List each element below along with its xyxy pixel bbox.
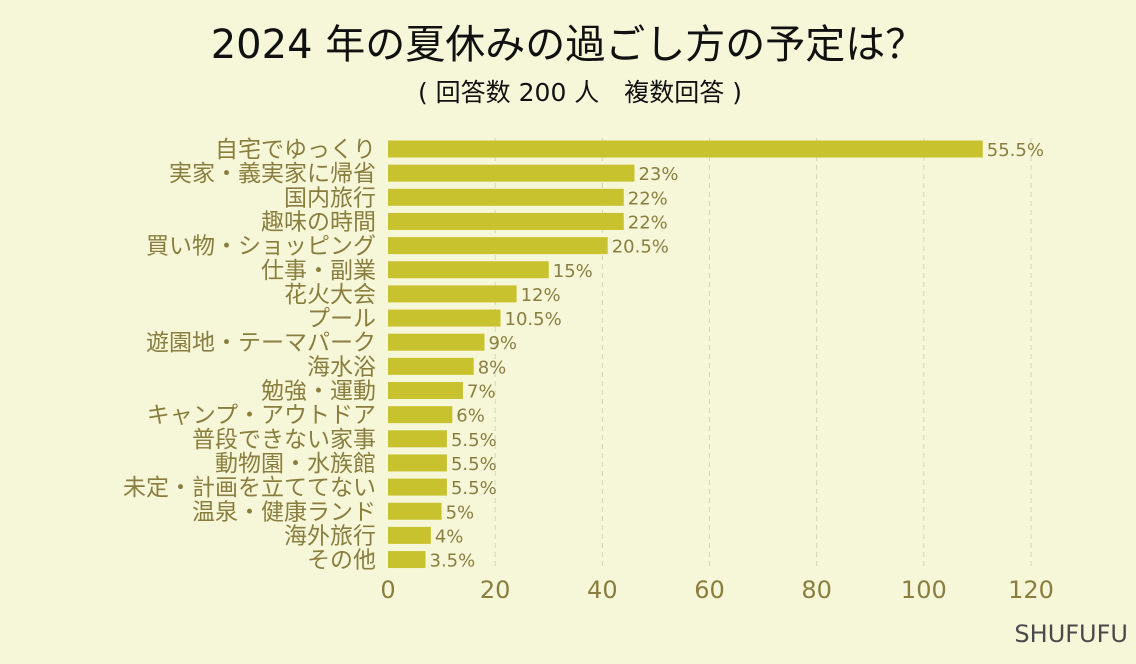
category-label: キャンプ・アウトドア	[147, 403, 376, 429]
data-label: 23%	[638, 164, 678, 185]
bar	[388, 454, 447, 472]
data-label: 4%	[435, 526, 464, 547]
x-tick-label: 60	[694, 576, 725, 604]
category-label: 海水浴	[307, 354, 376, 380]
x-axis-ticks: 0 20 40 60 80 100 120	[380, 576, 1054, 604]
category-label: 仕事・副業	[261, 258, 376, 284]
chart-subtitle: ( 回答数 200 人 複数回答 )	[418, 78, 742, 107]
x-tick-label: 0	[380, 576, 395, 604]
category-label: 勉強・運動	[261, 379, 376, 405]
category-label: 未定・計画を立ててない	[123, 475, 376, 501]
category-label: 趣味の時間	[261, 209, 376, 235]
bar	[388, 382, 464, 399]
bar	[388, 188, 624, 206]
data-label: 5.5%	[451, 454, 497, 475]
data-label: 22%	[628, 188, 668, 209]
source-label: SHUFUFU	[1014, 620, 1128, 648]
category-label: 遊園地・テーマパーク	[146, 330, 376, 356]
bar	[388, 430, 447, 448]
data-label: 20.5%	[612, 237, 669, 258]
bar	[388, 309, 501, 327]
bar	[388, 140, 983, 158]
data-label: 5.5%	[451, 430, 497, 451]
x-tick-label: 40	[587, 576, 618, 604]
bar	[388, 551, 426, 569]
data-label: 22%	[628, 212, 668, 233]
bar	[388, 212, 624, 230]
bar	[388, 285, 517, 303]
category-label: 自宅でゆっくり	[215, 137, 376, 163]
bar	[388, 164, 635, 182]
x-tick-label: 80	[801, 576, 832, 604]
bar	[388, 478, 447, 496]
data-label: 5%	[446, 502, 475, 523]
data-label: 9%	[488, 333, 517, 354]
data-label: 3.5%	[430, 551, 476, 572]
data-label: 6%	[456, 406, 485, 427]
category-labels: 自宅でゆっくり実家・義実家に帰省国内旅行趣味の時間買い物・ショッピング仕事・副業…	[123, 137, 376, 574]
category-label: 普段できない家事	[192, 427, 376, 453]
bar	[388, 333, 485, 351]
data-label: 12%	[521, 285, 561, 306]
data-label: 8%	[478, 357, 507, 378]
bar	[388, 502, 442, 520]
bar	[388, 526, 431, 544]
category-label: 買い物・ショッピング	[146, 234, 376, 260]
category-label: 実家・義実家に帰省	[169, 161, 376, 187]
chart-title: 2024 年の夏休みの過ごし方の予定は？	[211, 22, 926, 68]
bar	[388, 261, 549, 279]
category-label: 動物園・水族館	[215, 451, 376, 477]
data-label: 55.5%	[987, 140, 1044, 161]
category-label: その他	[307, 548, 376, 574]
data-label: 5.5%	[451, 478, 497, 499]
x-tick-label: 20	[480, 576, 511, 604]
x-tick-label: 100	[901, 576, 947, 604]
data-label: 7%	[467, 382, 496, 403]
bars	[388, 140, 983, 569]
bar	[388, 357, 474, 375]
bar	[388, 237, 608, 255]
category-label: 国内旅行	[284, 185, 376, 211]
data-label: 10.5%	[505, 309, 562, 330]
category-label: 花火大会	[284, 282, 376, 308]
value-labels: 55.5% 23% 22% 22% 20.5% 15% 12% 10.5% 9% 8% 7% 6% 5.…	[430, 140, 1044, 572]
x-tick-label: 120	[1008, 576, 1054, 604]
data-label: 15%	[553, 261, 593, 282]
bar	[388, 406, 453, 424]
category-label: 海外旅行	[284, 523, 376, 549]
category-label: プール	[307, 306, 376, 332]
category-label: 温泉・健康ランド	[192, 499, 376, 525]
